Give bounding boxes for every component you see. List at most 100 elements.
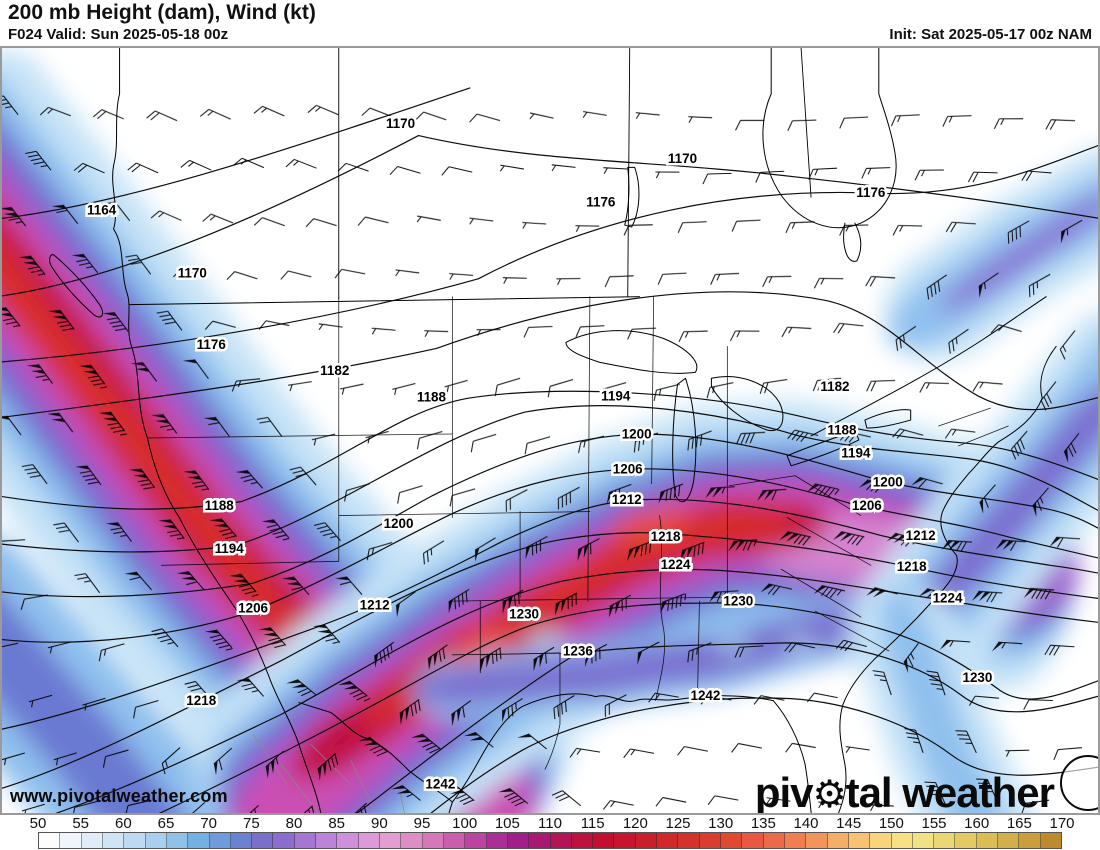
contour-label: 1170: [668, 151, 697, 166]
colorbar-cell: [550, 833, 572, 848]
colorbar-tick-label: 65: [157, 815, 175, 832]
colorbar-tick-label: 60: [114, 815, 132, 832]
contour-label: 1224: [661, 557, 691, 572]
init-time-label: Init: Sat 2025-05-17 00z NAM: [889, 26, 1092, 43]
colorbar-cell: [358, 833, 380, 848]
contour-1206: [2, 468, 1098, 643]
contour-label: 1200: [384, 516, 414, 531]
weather-map: 1164 1170 1170 1170 1176 1176 1176 1182 1182 1188…: [0, 46, 1100, 815]
lake-michigan: [672, 377, 697, 503]
colorbar-cell: [742, 833, 764, 848]
contour-label: 1200: [873, 474, 903, 489]
contour-label: 1200: [622, 427, 652, 442]
colorbar-tick-label: 95: [413, 815, 431, 832]
colorbar: 50 55 60 65 70 75 80 85 90 95 100 105 110 115 120 125 13…: [0, 815, 1100, 850]
wind-barb-layer: [2, 95, 1083, 813]
colorbar-cell: [571, 833, 594, 848]
contour-label: 1242: [425, 777, 455, 792]
brand-logo: piv⚙tal weather: [754, 769, 1055, 815]
colorbar-cell: [486, 833, 508, 848]
logo-circle-icon: [1060, 755, 1098, 811]
coastline-west: [112, 48, 322, 813]
contour-label: 1212: [360, 598, 390, 613]
colorbar-tick-label: 110: [538, 815, 562, 832]
contour-1224: [55, 568, 1098, 813]
colorbar-cell: [124, 833, 146, 848]
contour-label: 1194: [601, 389, 631, 404]
height-contour-layer: [2, 87, 1098, 813]
colorbar-tick-label: 85: [328, 815, 345, 832]
colorbar-cell: [870, 833, 892, 848]
colorbar-cell: [145, 833, 167, 848]
colorbar-tick-label: 80: [285, 815, 303, 832]
valid-time-label: F024 Valid: Sun 2025-05-18 00z: [8, 26, 229, 43]
colorbar-tick-label: 135: [750, 815, 776, 832]
contour-label: 1176: [586, 195, 615, 210]
contour-label: 1230: [509, 607, 539, 622]
colorbar-cell: [273, 833, 295, 848]
gulf-coast: [451, 693, 774, 803]
geography-layer: [49, 48, 1057, 813]
colorbar-cell: [699, 833, 721, 848]
colorbar-cell: [81, 833, 103, 848]
contour-label: 1188: [205, 498, 235, 513]
colorbar-cell: [934, 833, 956, 848]
colorbar-tick-label: 165: [1006, 815, 1032, 832]
colorbar-cell: [998, 833, 1020, 848]
logo-text-piv: piv: [754, 769, 814, 815]
colorbar-cell: [635, 833, 658, 848]
contour-1170: [2, 134, 1098, 297]
st-lawrence: [810, 296, 1047, 437]
colorbar-cell: [188, 833, 210, 848]
contour-1230: [158, 602, 1098, 813]
colorbar-cell: [848, 833, 871, 848]
logo-text-tal: tal: [845, 769, 893, 815]
contour-1236: [356, 642, 1098, 813]
contour-label: 1188: [417, 390, 447, 405]
colorbar-cell: [60, 833, 82, 848]
colorbar-cell: [891, 833, 913, 848]
colorbar-cell: [1040, 833, 1061, 848]
colorbar-cell: [316, 833, 338, 848]
contour-1194: [2, 405, 1098, 553]
colorbar-cell: [507, 833, 530, 848]
colorbar-tick-label: 50: [29, 815, 47, 832]
colorbar-ticks: 50 55 60 65 70 75 80 85 90 95 100 105 110 115 120 125 13…: [30, 815, 1075, 832]
colorbar-tick-label: 170: [1049, 815, 1075, 832]
colorbar-cell: [102, 833, 125, 848]
colorbar-cell: [721, 833, 743, 848]
contour-label: 1176: [197, 337, 226, 352]
contour-label: 1242: [690, 688, 720, 703]
contour-label: 1212: [906, 528, 936, 543]
colorbar-cell: [529, 833, 551, 848]
colorbar-cell: [401, 833, 423, 848]
colorbar-cell: [465, 833, 487, 848]
contour-1164: [2, 87, 471, 219]
colorbar-tick-label: 130: [708, 815, 734, 832]
url-watermark: www.pivotalweather.com: [10, 786, 228, 806]
colorbar-cell: [784, 833, 807, 848]
colorbar-cell: [39, 833, 61, 848]
state-borders: [147, 296, 1009, 770]
colorbar-cell: [337, 833, 359, 848]
colorbar-tick-label: 145: [836, 815, 862, 832]
colorbar-tick-label: 115: [580, 815, 605, 832]
colorbar-cells: [38, 832, 1062, 849]
mexico-border: [298, 702, 453, 813]
colorbar-cell: [976, 833, 999, 848]
lake-erie: [786, 429, 860, 467]
lake-huron: [710, 376, 784, 432]
colorbar-tick-label: 55: [72, 815, 89, 832]
contour-1200: [2, 433, 1098, 598]
colorbar-cell: [678, 833, 700, 848]
colorbar-cell: [763, 833, 785, 848]
vancouver-island: [49, 254, 103, 318]
lake-ontario: [864, 409, 912, 429]
contour-1176: [2, 145, 1098, 363]
page-title: 200 mb Height (dam), Wind (kt): [8, 1, 316, 24]
wind-speed-shading-layer: [2, 50, 1098, 813]
colorbar-cell: [380, 833, 402, 848]
colorbar-cell: [912, 833, 935, 848]
contour-label: 1194: [215, 541, 245, 556]
